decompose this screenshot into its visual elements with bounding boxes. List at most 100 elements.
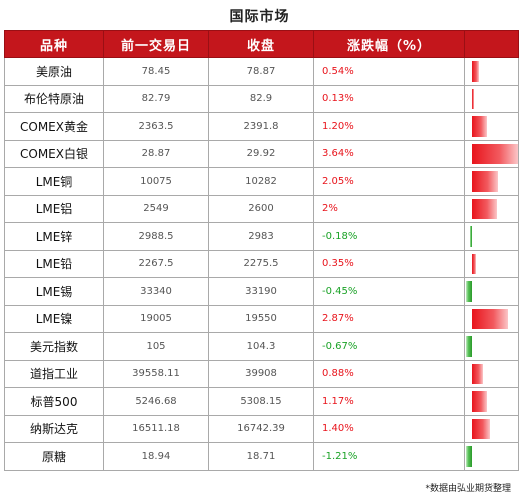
cell-close: 2275.5 [208, 249, 314, 278]
cell-bar [464, 222, 519, 251]
cell-bar [464, 332, 519, 361]
cell-bar [464, 387, 519, 416]
header-close: 收盘 [208, 30, 314, 58]
cell-prev: 2988.5 [103, 222, 209, 251]
cell-bar [464, 167, 519, 196]
cell-prev: 33340 [103, 277, 209, 306]
cell-name: 美原油 [4, 57, 104, 86]
cell-prev: 10075 [103, 167, 209, 196]
change-bar [472, 391, 487, 412]
change-bar [472, 143, 518, 164]
cell-name: LME铜 [4, 167, 104, 196]
cell-close: 104.3 [208, 332, 314, 361]
cell-name: COMEX黄金 [4, 112, 104, 141]
header-change: 涨跌幅（%） [313, 30, 465, 58]
cell-close: 29.92 [208, 139, 314, 168]
cell-bar [464, 359, 519, 388]
cell-change: -0.67% [313, 332, 465, 361]
cell-bar [464, 194, 519, 223]
cell-bar [464, 277, 519, 306]
cell-name: LME铅 [4, 249, 104, 278]
cell-bar [464, 414, 519, 443]
table-row: LME锡 33340 33190 -0.45% [4, 277, 519, 306]
table-row: LME铅 2267.5 2275.5 0.35% [4, 249, 519, 278]
cell-prev: 2549 [103, 194, 209, 223]
cell-bar [464, 57, 519, 86]
change-bar [472, 88, 474, 109]
table-row: 美元指数 105 104.3 -0.67% [4, 332, 519, 361]
cell-name: COMEX白银 [4, 139, 104, 168]
cell-prev: 39558.11 [103, 359, 209, 388]
change-bar [472, 61, 479, 82]
cell-bar [464, 249, 519, 278]
table-row: LME铜 10075 10282 2.05% [4, 167, 519, 196]
cell-change: 0.54% [313, 57, 465, 86]
table-row: LME铝 2549 2600 2% [4, 194, 519, 223]
source-note: *数据由弘业期货整理 [425, 484, 511, 494]
cell-prev: 5246.68 [103, 387, 209, 416]
cell-close: 5308.15 [208, 387, 314, 416]
market-table: 品种 前一交易日 收盘 涨跌幅（%） 美原油 78.45 78.87 0.54% 布伦特… [4, 30, 519, 471]
header-bar [464, 30, 519, 58]
change-bar [472, 363, 484, 384]
table-row: 纳斯达克 16511.18 16742.39 1.40% [4, 414, 519, 443]
cell-close: 10282 [208, 167, 314, 196]
cell-change: 0.13% [313, 84, 465, 113]
cell-close: 82.9 [208, 84, 314, 113]
cell-name: 布伦特原油 [4, 84, 104, 113]
table-row: 美原油 78.45 78.87 0.54% [4, 57, 519, 86]
change-bar [472, 116, 488, 137]
cell-prev: 16511.18 [103, 414, 209, 443]
change-bar [469, 226, 472, 247]
change-bar [472, 253, 477, 274]
cell-prev: 2267.5 [103, 249, 209, 278]
cell-close: 2391.8 [208, 112, 314, 141]
cell-prev: 18.94 [103, 442, 209, 471]
cell-prev: 19005 [103, 304, 209, 333]
cell-name: 美元指数 [4, 332, 104, 361]
header-prev: 前一交易日 [103, 30, 209, 58]
change-bar [472, 308, 509, 329]
table-row: LME镍 19005 19550 2.87% [4, 304, 519, 333]
cell-change: 3.64% [313, 139, 465, 168]
cell-close: 16742.39 [208, 414, 314, 443]
cell-change: 2.05% [313, 167, 465, 196]
table-row: LME锌 2988.5 2983 -0.18% [4, 222, 519, 251]
cell-change: 1.17% [313, 387, 465, 416]
cell-name: 纳斯达克 [4, 414, 104, 443]
cell-name: 标普500 [4, 387, 104, 416]
cell-prev: 2363.5 [103, 112, 209, 141]
cell-close: 39908 [208, 359, 314, 388]
cell-prev: 78.45 [103, 57, 209, 86]
table-row: 原糖 18.94 18.71 -1.21% [4, 442, 519, 471]
cell-name: 道指工业 [4, 359, 104, 388]
cell-change: 0.35% [313, 249, 465, 278]
cell-close: 2600 [208, 194, 314, 223]
cell-change: 2.87% [313, 304, 465, 333]
cell-change: -0.18% [313, 222, 465, 251]
cell-prev: 28.87 [103, 139, 209, 168]
cell-name: 原糖 [4, 442, 104, 471]
table-row: 标普500 5246.68 5308.15 1.17% [4, 387, 519, 416]
header-row: 品种 前一交易日 收盘 涨跌幅（%） [4, 30, 519, 58]
cell-close: 33190 [208, 277, 314, 306]
cell-name: LME锡 [4, 277, 104, 306]
cell-bar [464, 139, 519, 168]
cell-change: -0.45% [313, 277, 465, 306]
header-name: 品种 [4, 30, 104, 58]
table-body: 美原油 78.45 78.87 0.54% 布伦特原油 82.79 82.9 0.13% COM… [4, 57, 519, 471]
cell-name: LME镍 [4, 304, 104, 333]
cell-bar [464, 442, 519, 471]
cell-change: 1.40% [313, 414, 465, 443]
change-bar [472, 171, 498, 192]
cell-close: 18.71 [208, 442, 314, 471]
table-row: 道指工业 39558.11 39908 0.88% [4, 359, 519, 388]
table-row: COMEX白银 28.87 29.92 3.64% [4, 139, 519, 168]
cell-prev: 105 [103, 332, 209, 361]
table-title: 国际市场 [229, 9, 290, 25]
change-bar [472, 198, 498, 219]
cell-prev: 82.79 [103, 84, 209, 113]
change-bar [466, 281, 472, 302]
cell-bar [464, 84, 519, 113]
change-bar [472, 418, 490, 439]
